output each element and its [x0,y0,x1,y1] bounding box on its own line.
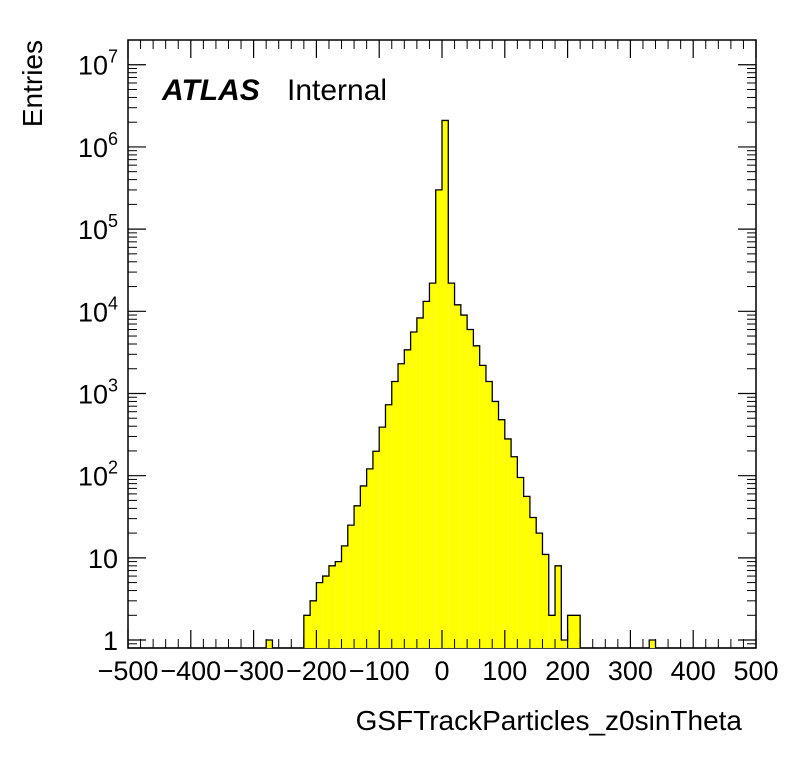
histogram-bar [398,363,405,648]
histogram-bar [536,533,543,648]
histogram-bar [423,301,430,648]
histogram-bar [266,640,273,648]
x-tick-label: −300 [223,656,284,686]
x-tick-label: −400 [160,656,221,686]
histogram-bar [442,120,449,648]
histogram-bar [448,283,455,648]
histogram-bar [379,427,386,648]
histogram-bar [372,451,380,648]
histogram-bar [385,404,392,648]
histogram-bar [561,640,568,648]
histogram-bar [416,317,424,648]
histogram-bar [460,315,468,648]
y-tick-exponent: 7 [108,47,118,67]
x-tick-label: 0 [434,656,449,686]
y-tick-exponent: 5 [108,211,118,231]
x-tick-label: −200 [286,656,347,686]
y-tick-label: 104 [78,293,118,327]
y-tick-exponent: 2 [108,458,118,478]
y-tick-base: 10 [78,51,108,81]
y-tick-exponent: 3 [108,375,118,395]
histogram-bar [328,565,336,648]
histogram-bars [128,119,756,649]
x-axis-title: GSFTrackParticles_z0sinTheta [356,705,743,736]
histogram-bar [529,517,537,648]
histogram-bar [303,615,311,648]
y-tick-label: 103 [78,375,118,409]
histogram-bar [347,525,355,648]
histogram-bar [354,505,361,648]
histogram-bar [485,381,493,648]
histogram-bar [473,345,480,648]
y-tick-base: 10 [78,379,108,409]
x-tick-labels: −500 −400 −300 −200 −100 0 100 200 300 400 500 [98,656,779,686]
histogram-bar [504,438,512,648]
x-tick-label: −500 [98,656,159,686]
y-tick-base: 10 [78,297,108,327]
histogram-bar [341,545,348,648]
y-tick-label: 106 [78,129,118,163]
histogram-bar [498,419,505,648]
histogram-bar [567,615,574,648]
histogram-bar [310,600,317,648]
y-tick-base: 10 [88,544,118,574]
y-tick-base: 10 [78,462,108,492]
x-tick-label: 400 [671,656,716,686]
histogram-bar [429,283,436,648]
histogram-bar [391,381,399,648]
y-tick-exponent: 4 [108,293,118,313]
histogram-bar [366,468,373,648]
histogram-bar [517,477,524,648]
histogram-bar [479,365,486,648]
histogram-bar [467,329,474,648]
histogram-bar [542,554,549,648]
histogram-bar [555,565,562,648]
histogram-outline [128,119,756,649]
x-tick-label: 500 [733,656,778,686]
histogram-bar [410,331,417,648]
y-axis-title: Entries [17,40,48,127]
histogram-bar [335,561,342,648]
y-tick-base: 10 [78,133,108,163]
y-tick-label: 102 [78,458,118,492]
histogram-bar [316,582,323,648]
y-tick-label: 10 [88,544,118,574]
histogram-bar [404,349,411,648]
histogram-bar [523,496,530,648]
histogram-bar [360,485,367,648]
x-tick-label: −100 [349,656,410,686]
histogram-bar [511,456,518,648]
y-tick-exponent: 6 [108,129,118,149]
x-tick-label: 200 [545,656,590,686]
y-tick-label: 107 [78,47,118,81]
histogram-bar [573,615,581,648]
internal-label: Internal [287,74,387,107]
histogram-bar [649,640,656,648]
y-tick-base: 1 [103,626,118,656]
x-tick-label: 100 [482,656,527,686]
y-tick-label: 105 [78,211,118,245]
axis-ticks [127,39,757,649]
atlas-label: ATLAS [161,74,260,107]
histogram-bar [322,576,329,648]
y-tick-label: 1 [103,626,118,656]
x-tick-label: 300 [608,656,653,686]
y-tick-base: 10 [78,215,108,245]
histogram-bar [435,189,442,648]
histogram-bar [454,304,461,648]
histogram-bar [548,615,556,648]
histogram-bar [492,401,499,648]
